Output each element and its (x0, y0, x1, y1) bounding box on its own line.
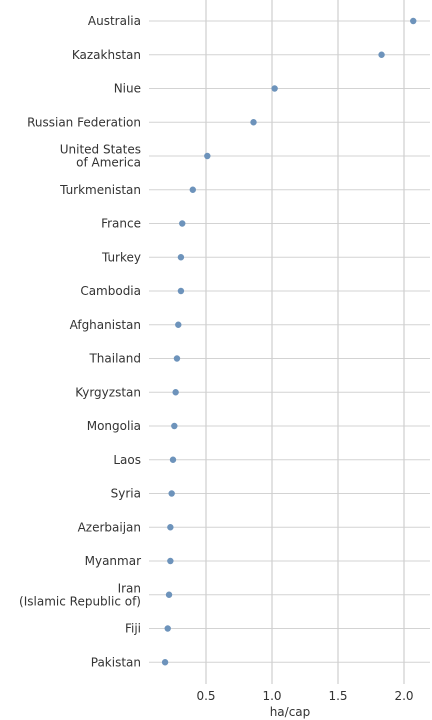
data-points (161, 17, 417, 666)
data-point (189, 186, 196, 193)
data-point (204, 152, 211, 160)
data-point (167, 557, 174, 565)
data-point (175, 321, 182, 328)
category-label: Turkey (101, 250, 141, 264)
category-label: Niue (114, 82, 141, 96)
category-label: Russian Federation (27, 115, 141, 129)
data-point (165, 591, 173, 598)
category-label: Turkmenistan (59, 183, 141, 197)
category-label: Laos (113, 453, 141, 467)
data-point (173, 355, 181, 362)
category-label: Myanmar (85, 554, 141, 568)
data-point (169, 456, 177, 463)
data-point (271, 85, 278, 92)
category-label: Mongolia (87, 419, 141, 433)
category-label: Kyrgyzstan (75, 385, 141, 399)
data-point (161, 659, 169, 666)
category-label: Fiji (125, 622, 141, 636)
category-label: Kazakhstan (72, 48, 141, 62)
category-label: Azerbaijan (78, 520, 141, 534)
x-tick-label: 0.5 (196, 689, 215, 703)
x-tick-label: 1.0 (262, 689, 281, 703)
x-tick-label: 2.0 (394, 689, 413, 703)
data-point (177, 287, 185, 295)
category-label: Cambodia (80, 284, 141, 298)
x-axis-title: ha/cap (270, 705, 311, 719)
category-labels: Australia Kazakhstan Niue Russian Federatio… (19, 14, 141, 669)
x-tick-label: 1.5 (328, 689, 347, 703)
data-point (167, 524, 174, 531)
data-point (177, 254, 185, 261)
data-point (164, 625, 171, 632)
category-label: Afghanistan (70, 318, 141, 332)
vertical-gridlines (205, 0, 405, 684)
data-point (168, 490, 175, 497)
data-point (172, 389, 179, 396)
data-point (179, 220, 186, 227)
category-label: Thailand (88, 352, 141, 366)
category-label: Pakistan (91, 655, 141, 669)
category-label: Iran (Islamic Republic of) (19, 581, 141, 608)
x-tick-labels: 0.5 1.0 1.5 2.0 (196, 689, 413, 703)
data-point (171, 422, 178, 430)
data-point (378, 51, 385, 58)
category-label: Syria (111, 487, 141, 501)
category-label: Australia (88, 14, 141, 28)
data-point (410, 17, 417, 25)
horizontal-gridlines (149, 20, 430, 663)
category-label: United States of America (60, 143, 141, 170)
data-point (250, 119, 257, 126)
category-label: France (101, 217, 141, 231)
